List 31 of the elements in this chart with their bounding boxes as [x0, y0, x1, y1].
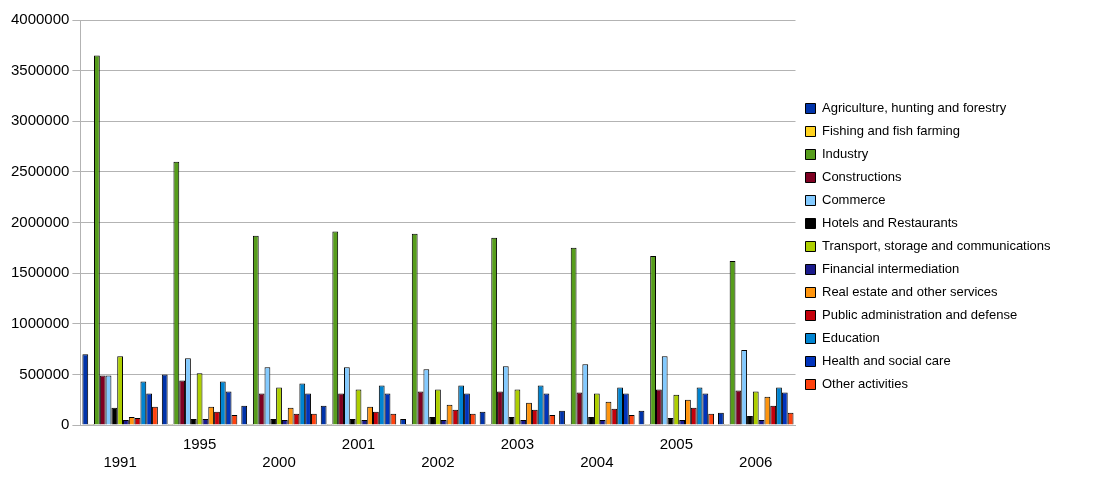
legend-label: Industry [822, 146, 869, 162]
x-tick-label: 2002 [421, 453, 455, 471]
x-tick-label: 2004 [580, 453, 614, 471]
legend-label: Financial intermediation [822, 261, 960, 277]
legend-label: Agriculture, hunting and forestry [822, 100, 1007, 116]
x-tick-label: 2001 [341, 435, 376, 453]
legend-label: Hotels and Restaurants [822, 215, 959, 231]
x-tick-label: 2006 [739, 453, 773, 471]
y-tick-label: 4000000 [10, 10, 70, 28]
x-tick-label: 2003 [500, 435, 535, 453]
legend-label: Health and social care [822, 353, 951, 369]
x-tick-label: 1991 [103, 453, 137, 471]
y-tick-label: 3500000 [10, 60, 70, 78]
legend-label: Public administration and defense [822, 307, 1018, 323]
y-tick-label: 0 [61, 415, 70, 433]
legend-label: Real estate and other services [822, 284, 999, 300]
y-tick-label: 1000000 [10, 313, 70, 331]
y-tick-label: 1500000 [10, 263, 70, 281]
y-tick-label: 2500000 [10, 162, 70, 180]
legend-label: Commerce [822, 192, 886, 208]
x-tick-label: 2005 [659, 435, 693, 453]
legend-label: Other activities [822, 376, 909, 392]
legend-label: Constructions [822, 169, 902, 185]
legend-label: Fishing and fish farming [822, 123, 961, 139]
y-tick-label: 2000000 [10, 212, 70, 230]
y-tick-label: 3000000 [10, 111, 70, 129]
y-tick-label: 500000 [19, 364, 70, 382]
legend-label: Education [822, 330, 880, 346]
x-tick-label: 1995 [182, 435, 217, 453]
x-tick-label: 2000 [262, 453, 296, 471]
legend-label: Transport, storage and communications [822, 238, 1052, 254]
